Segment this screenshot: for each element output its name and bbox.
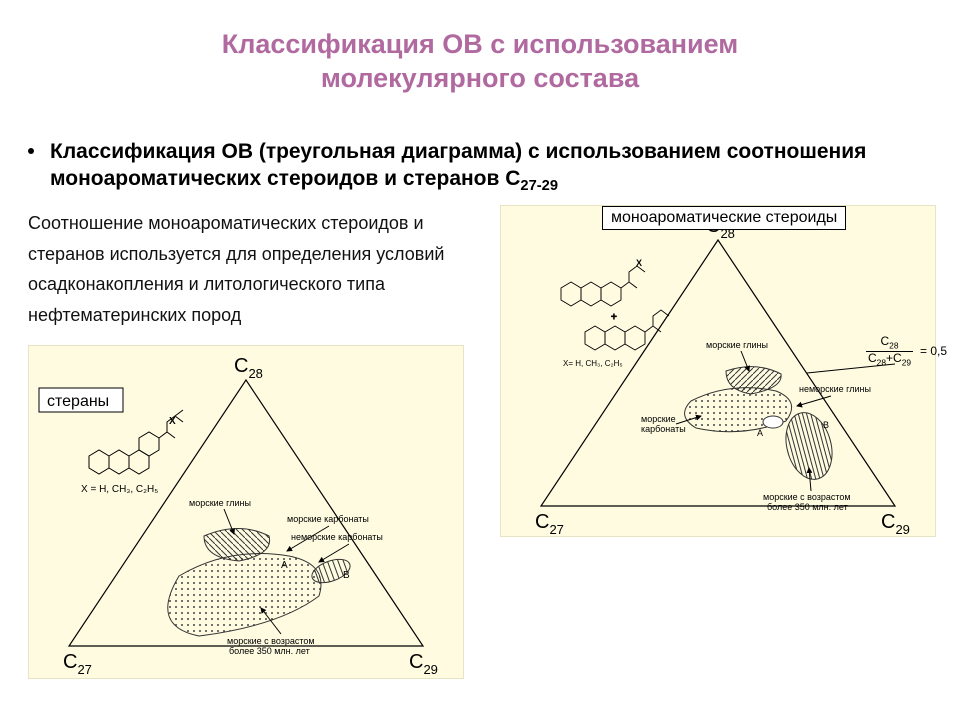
svg-text:более 350 млн. лет: более 350 млн. лет xyxy=(229,646,310,656)
slide-title: Классификация ОВ с использованием молеку… xyxy=(0,28,960,96)
svg-text:+: + xyxy=(611,312,617,323)
svg-text:более 350 млн. лет: более 350 млн. лет xyxy=(767,502,848,512)
svg-text:B: B xyxy=(343,570,350,581)
svg-text:B: B xyxy=(823,420,829,430)
svg-text:морские с возрастом: морские с возрастом xyxy=(763,492,851,502)
paragraph: Соотношение моноароматических стероидов … xyxy=(28,208,468,330)
svg-text:C29: C29 xyxy=(409,651,438,677)
right-triangle-panel: C28 C27 C29 + X xyxy=(500,205,936,537)
svg-text:C27: C27 xyxy=(63,651,92,677)
svg-text:морские: морские xyxy=(641,414,676,424)
svg-text:C28: C28 xyxy=(234,355,263,381)
svg-text:A: A xyxy=(757,428,763,438)
left-triangle-panel: стераны C28 C27 C29 X X = H, CH₃, C₂H₅ xyxy=(28,345,464,679)
svg-text:морские карбонаты: морские карбонаты xyxy=(287,514,369,524)
title-line-2: молекулярного состава xyxy=(321,63,639,93)
ratio-value: = 0,5 xyxy=(920,344,947,358)
svg-text:X: X xyxy=(636,258,642,268)
bullet-text: Классификация ОВ (треугольная диаграмма)… xyxy=(50,138,930,197)
svg-text:неморские глины: неморские глины xyxy=(799,384,871,394)
svg-text:морские с возрастом: морские с возрастом xyxy=(227,636,315,646)
title-line-1: Классификация ОВ с использованием xyxy=(222,29,739,59)
svg-text:карбонаты: карбонаты xyxy=(641,424,686,434)
slide: Классификация ОВ с использованием молеку… xyxy=(0,0,960,720)
svg-text:неморские карбонаты: неморские карбонаты xyxy=(291,532,383,542)
bullet-icon xyxy=(28,148,34,154)
left-caption: стераны xyxy=(47,393,109,410)
right-triangle-svg: C28 C27 C29 + X xyxy=(501,206,935,536)
svg-text:морские глины: морские глины xyxy=(189,498,251,508)
svg-text:морские глины: морские глины xyxy=(706,340,768,350)
svg-text:A: A xyxy=(281,560,288,571)
svg-text:X: X xyxy=(169,416,176,427)
svg-text:X = H, CH₃, C₂H₅: X = H, CH₃, C₂H₅ xyxy=(81,484,158,495)
left-triangle-svg: стераны C28 C27 C29 X X = H, CH₃, C₂H₅ xyxy=(29,346,463,678)
svg-text:C29: C29 xyxy=(881,511,910,536)
right-caption: моноароматические стероиды xyxy=(602,206,846,230)
svg-text:X= H, CH₃, C₂H₅: X= H, CH₃, C₂H₅ xyxy=(563,359,623,368)
svg-text:C27: C27 xyxy=(535,511,564,536)
ratio-label: C28 C28+C29 xyxy=(866,335,913,367)
